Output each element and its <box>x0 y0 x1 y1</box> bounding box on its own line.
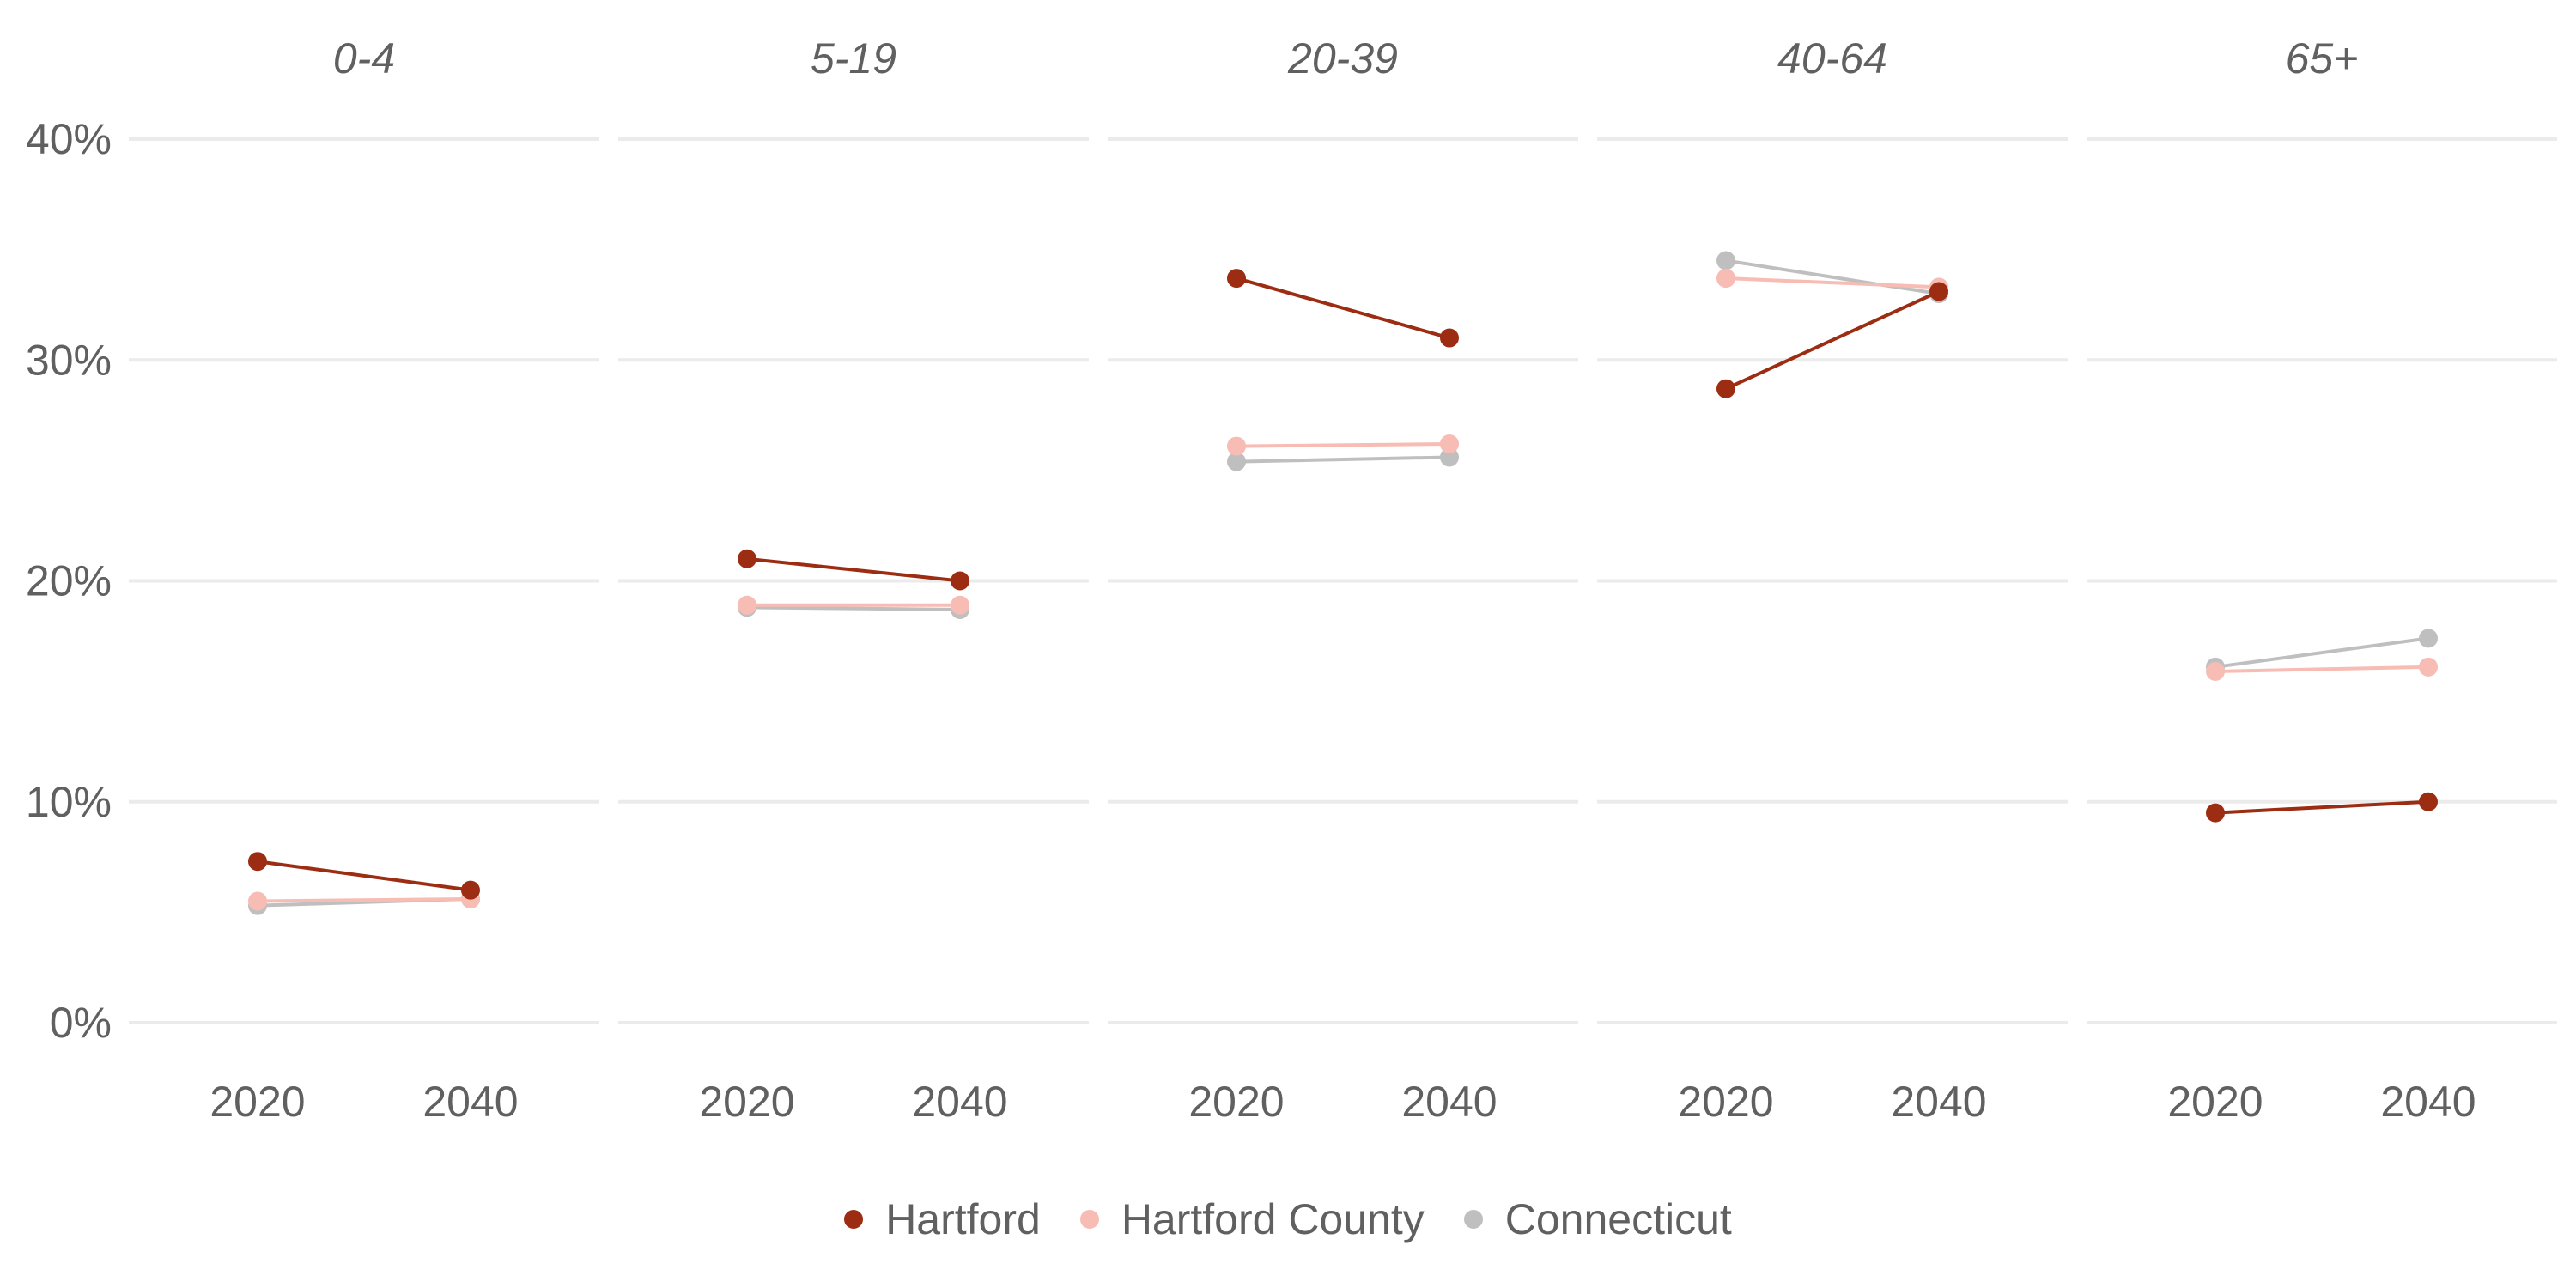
legend-item-hartford-county: Hartford County <box>1079 1194 1425 1244</box>
x-tick-label: 2020 <box>2167 1078 2263 1126</box>
series-line-hartford-county-20-39 <box>1236 442 1450 448</box>
y-tick-label: 30% <box>26 336 112 384</box>
data-point-hartford-county-5-19-2040 <box>951 595 969 615</box>
data-point-hartford-county-20-39-2040 <box>1440 434 1459 454</box>
data-point-hartford-0-4-2020 <box>248 852 267 872</box>
facet-title: 0-4 <box>333 34 395 82</box>
x-tick-label: 2040 <box>2380 1078 2476 1126</box>
facet-title: 65+ <box>2286 34 2359 82</box>
data-point-hartford-5-19-2020 <box>738 549 756 568</box>
series-line-connecticut-65+ <box>2215 636 2429 669</box>
series-line-connecticut-20-39 <box>1236 455 1450 464</box>
x-tick-label: 2040 <box>912 1078 1007 1126</box>
facet-title: 40-64 <box>1777 34 1887 82</box>
legend-item-connecticut: Connecticut <box>1463 1194 1732 1244</box>
data-point-hartford-county-0-4-2020 <box>248 891 267 911</box>
x-tick-label: 2040 <box>1401 1078 1497 1126</box>
x-tick-label: 2040 <box>422 1078 518 1126</box>
legend-label-hartford: Hartford <box>885 1195 1041 1243</box>
series-line-hartford-65+ <box>2215 799 2429 815</box>
series-line-hartford-county-0-4 <box>257 896 471 903</box>
data-point-connecticut-65+-2040 <box>2419 629 2438 648</box>
legend-marker-hartford-county <box>1079 1210 1099 1229</box>
y-tick-label: 10% <box>26 778 112 826</box>
series-line-hartford-40-64 <box>1725 289 1940 391</box>
legend-label-connecticut: Connecticut <box>1504 1195 1732 1243</box>
legend-marker-hartford <box>844 1210 864 1229</box>
legend-item-hartford: Hartford <box>844 1194 1041 1244</box>
x-tick-label: 2040 <box>1891 1078 1986 1126</box>
data-point-connecticut-20-39-2040 <box>1440 447 1459 467</box>
series-line-hartford-0-4 <box>257 860 471 892</box>
data-point-hartford-county-20-39-2020 <box>1227 436 1246 456</box>
series-line-hartford-county-40-64 <box>1725 276 1940 289</box>
series-line-connecticut-40-64 <box>1725 258 1940 296</box>
data-point-connecticut-40-64-2020 <box>1716 251 1735 270</box>
facet-title: 5-19 <box>811 34 896 82</box>
legend: Hartford Hartford County Connecticut <box>0 1189 2576 1249</box>
x-tick-label: 2020 <box>699 1078 794 1126</box>
x-tick-label: 2020 <box>1188 1078 1284 1126</box>
data-point-hartford-20-39-2040 <box>1440 328 1459 348</box>
data-point-hartford-40-64-2040 <box>1929 282 1948 301</box>
x-tick-label: 2020 <box>210 1078 305 1126</box>
data-point-hartford-county-65+-2020 <box>2206 661 2225 681</box>
series-line-hartford-county-65+ <box>2215 665 2429 673</box>
facet-title: 20-39 <box>1287 34 1398 82</box>
series-line-connecticut-5-19 <box>746 605 961 611</box>
y-tick-label: 0% <box>50 999 112 1047</box>
legend-marker-connecticut <box>1463 1210 1483 1229</box>
data-point-hartford-county-65+-2040 <box>2419 657 2438 677</box>
legend-label-hartford-county: Hartford County <box>1121 1195 1425 1243</box>
series-line-hartford-5-19 <box>746 556 961 583</box>
data-point-hartford-0-4-2040 <box>461 880 480 900</box>
data-point-hartford-county-40-64-2020 <box>1716 269 1735 289</box>
x-tick-label: 2020 <box>1678 1078 1773 1126</box>
data-point-hartford-20-39-2020 <box>1227 269 1246 289</box>
y-tick-label: 20% <box>26 557 112 605</box>
data-point-hartford-40-64-2020 <box>1716 379 1735 398</box>
data-point-connecticut-20-39-2020 <box>1227 452 1246 471</box>
data-point-hartford-5-19-2040 <box>951 571 969 591</box>
data-point-hartford-65+-2020 <box>2206 803 2225 823</box>
data-point-hartford-65+-2040 <box>2419 792 2438 811</box>
series-line-hartford-20-39 <box>1236 276 1450 340</box>
data-point-hartford-county-5-19-2020 <box>738 595 756 615</box>
y-tick-label: 40% <box>26 115 112 163</box>
